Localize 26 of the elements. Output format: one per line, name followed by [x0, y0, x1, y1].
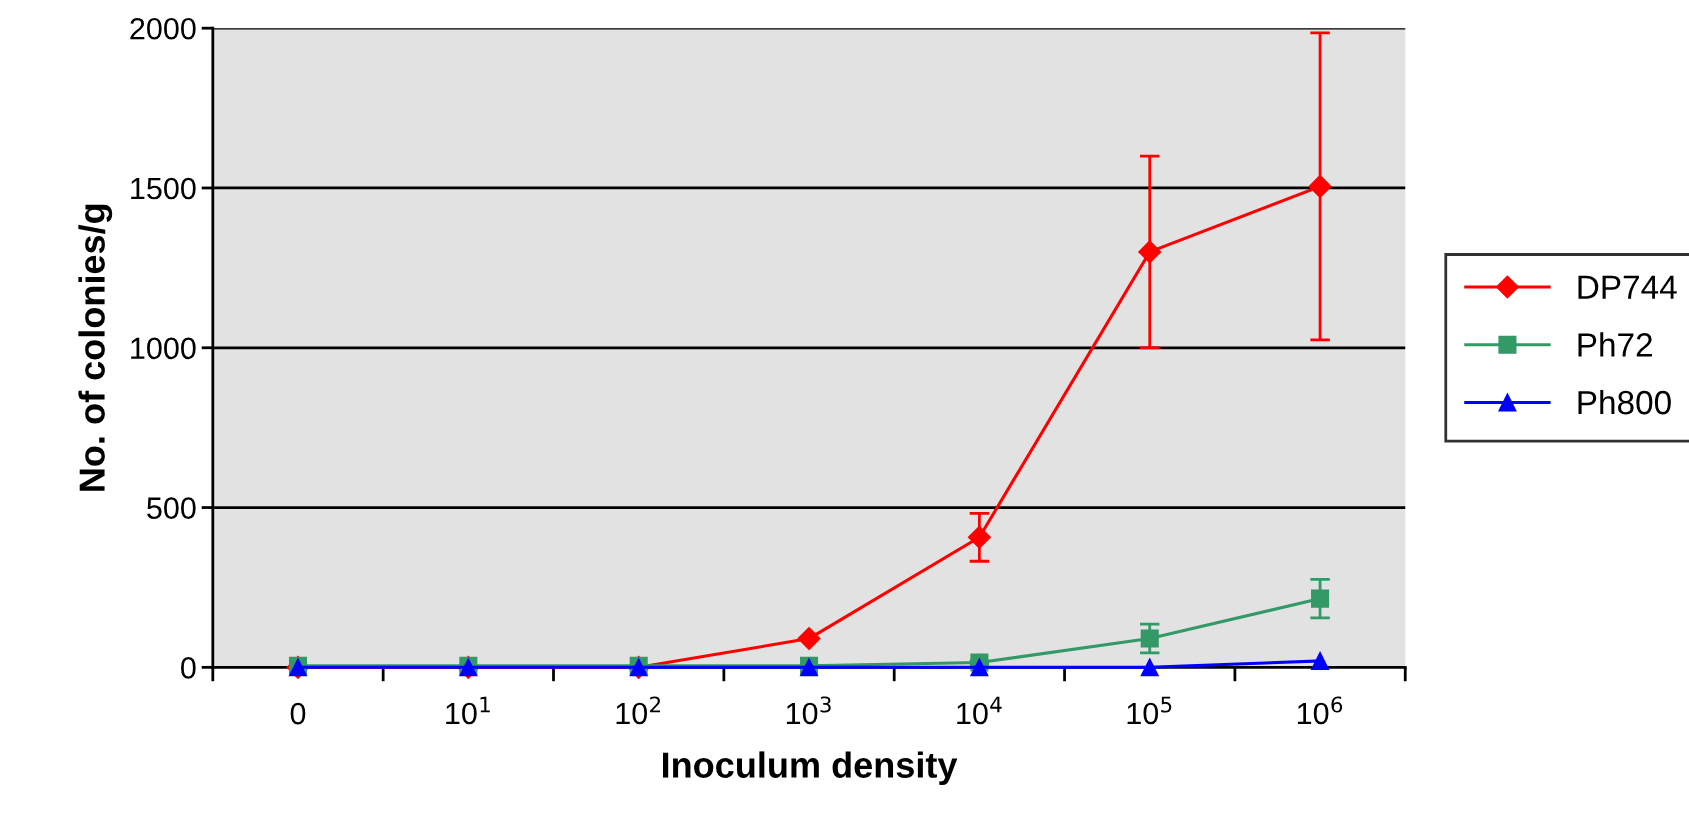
x-tick-label: 0: [290, 702, 306, 725]
y-tick-label: 500: [147, 497, 196, 519]
point: [1140, 658, 1159, 677]
x-tick-label: 10$^{4}$: [957, 696, 1002, 725]
y-axis-title: No. of colonies/g: [78, 204, 113, 491]
x-axis-title: Inoculum density: [662, 751, 958, 786]
point: [797, 627, 821, 651]
point: [1138, 240, 1162, 264]
x-tick-label: 10$^{3}$: [786, 696, 831, 725]
point: [1308, 174, 1332, 198]
x-tick-label: 10$^{2}$: [616, 696, 660, 725]
x-tick-label: 10$^{5}$: [1127, 696, 1172, 725]
y-tick-label: 1000: [131, 337, 196, 360]
point: [967, 525, 991, 549]
y-tick-label: 1500: [131, 177, 196, 200]
point: [970, 658, 989, 677]
legend-label: Ph72: [1578, 332, 1652, 357]
y-tick-label: 2000: [130, 17, 196, 40]
legend-label: DP744: [1578, 275, 1677, 299]
x-tick-label: 10$^{1}$: [446, 696, 490, 725]
legend-label: Ph800: [1578, 389, 1671, 415]
point: [1311, 651, 1330, 670]
x-tick-label: 10$^{6}$: [1297, 696, 1343, 725]
point: [1140, 629, 1159, 648]
point: [1311, 589, 1330, 608]
y-tick-label: 0: [181, 657, 196, 679]
